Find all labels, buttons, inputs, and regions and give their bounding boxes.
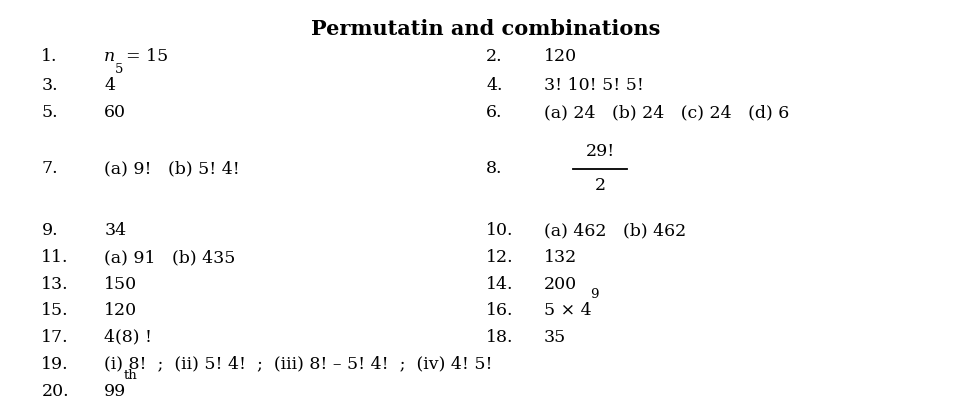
Text: 16.: 16. (486, 302, 513, 319)
Text: 132: 132 (544, 249, 577, 266)
Text: 60: 60 (104, 104, 126, 121)
Text: 34: 34 (104, 222, 126, 239)
Text: 5.: 5. (42, 104, 58, 121)
Text: 13.: 13. (42, 276, 69, 293)
Text: n: n (104, 48, 116, 65)
Text: 6.: 6. (486, 104, 503, 121)
Text: th: th (123, 369, 137, 382)
Text: 120: 120 (544, 48, 577, 65)
Text: 17.: 17. (42, 329, 69, 346)
Text: (i) 8!  ;  (ii) 5! 4!  ;  (iii) 8! – 5! 4!  ;  (iv) 4! 5!: (i) 8! ; (ii) 5! 4! ; (iii) 8! – 5! 4! ;… (104, 356, 493, 373)
Text: Permutatin and combinations: Permutatin and combinations (311, 19, 661, 39)
Text: = 15: = 15 (125, 48, 168, 65)
Text: 3! 10! 5! 5!: 3! 10! 5! 5! (544, 77, 643, 94)
Text: 12.: 12. (486, 249, 513, 266)
Text: 20.: 20. (42, 383, 69, 400)
Text: 2.: 2. (486, 48, 503, 65)
Text: 15.: 15. (42, 302, 69, 319)
Text: 1.: 1. (42, 48, 58, 65)
Text: (a) 24   (b) 24   (c) 24   (d) 6: (a) 24 (b) 24 (c) 24 (d) 6 (544, 104, 789, 121)
Text: 5 × 4: 5 × 4 (544, 302, 592, 319)
Text: 150: 150 (104, 276, 137, 293)
Text: 9: 9 (590, 288, 599, 301)
Text: 200: 200 (544, 276, 577, 293)
Text: 18.: 18. (486, 329, 513, 346)
Text: 120: 120 (104, 302, 137, 319)
Text: 10.: 10. (486, 222, 513, 239)
Text: 4: 4 (104, 77, 116, 94)
Text: 4.: 4. (486, 77, 503, 94)
Text: 29!: 29! (585, 144, 614, 160)
Text: 2: 2 (595, 177, 606, 194)
Text: 3.: 3. (42, 77, 58, 94)
Text: (a) 91   (b) 435: (a) 91 (b) 435 (104, 249, 235, 266)
Text: (a) 9!   (b) 5! 4!: (a) 9! (b) 5! 4! (104, 160, 240, 177)
Text: 14.: 14. (486, 276, 513, 293)
Text: 9.: 9. (42, 222, 58, 239)
Text: 7.: 7. (42, 160, 58, 177)
Text: 19.: 19. (42, 356, 69, 373)
Text: 5: 5 (116, 63, 123, 76)
Text: 8.: 8. (486, 160, 503, 177)
Text: 11.: 11. (42, 249, 69, 266)
Text: 35: 35 (544, 329, 567, 346)
Text: (a) 462   (b) 462: (a) 462 (b) 462 (544, 222, 686, 239)
Text: 4(8) !: 4(8) ! (104, 329, 153, 346)
Text: 99: 99 (104, 383, 126, 400)
